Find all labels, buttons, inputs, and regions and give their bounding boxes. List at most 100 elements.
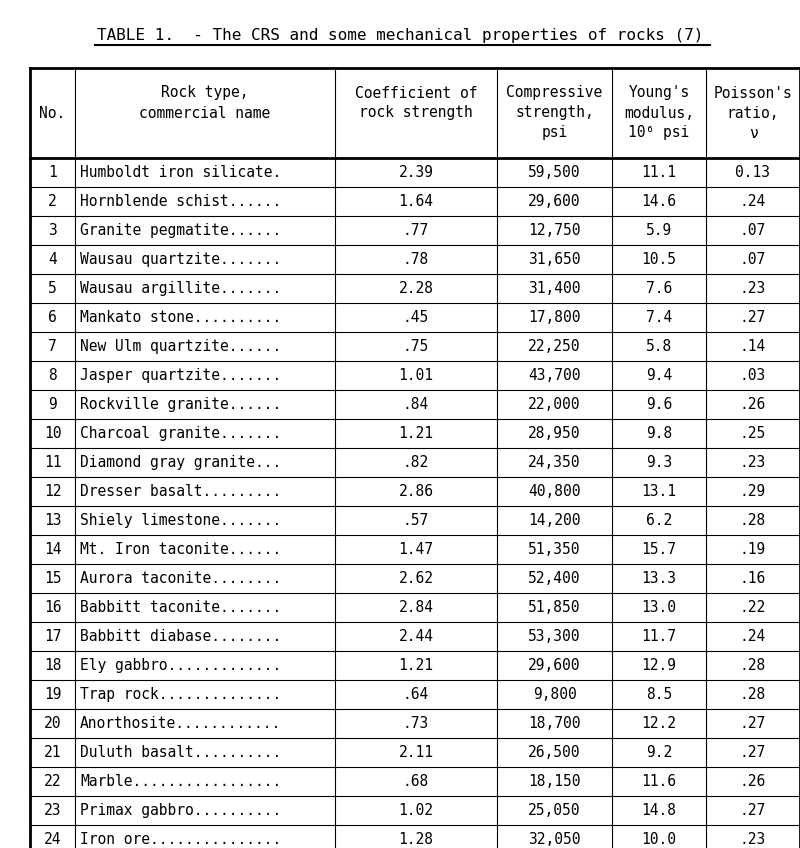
Text: 40,800: 40,800 [528, 484, 581, 499]
Text: .27: .27 [740, 745, 766, 760]
Text: 14.6: 14.6 [642, 194, 677, 209]
Text: 5.9: 5.9 [646, 223, 672, 238]
Text: 22: 22 [44, 774, 62, 789]
Text: 2.39: 2.39 [398, 165, 434, 180]
Text: .28: .28 [740, 687, 766, 702]
Text: .78: .78 [403, 252, 429, 267]
Text: 2: 2 [48, 194, 57, 209]
Text: 1: 1 [48, 165, 57, 180]
Text: .73: .73 [403, 716, 429, 731]
Text: 2.11: 2.11 [398, 745, 434, 760]
Text: 9.8: 9.8 [646, 426, 672, 441]
Text: 9,800: 9,800 [533, 687, 576, 702]
Text: Mankato stone..........: Mankato stone.......... [80, 310, 282, 325]
Text: 26,500: 26,500 [528, 745, 581, 760]
Text: Poisson's: Poisson's [714, 86, 792, 101]
Text: Coefficient of: Coefficient of [354, 86, 478, 101]
Text: 8.5: 8.5 [646, 687, 672, 702]
Text: 31,650: 31,650 [528, 252, 581, 267]
Text: 22,000: 22,000 [528, 397, 581, 412]
Text: rock strength: rock strength [359, 105, 473, 120]
Text: 14,200: 14,200 [528, 513, 581, 528]
Text: strength,: strength, [515, 105, 594, 120]
Text: 9.2: 9.2 [646, 745, 672, 760]
Text: 4: 4 [48, 252, 57, 267]
Text: 1.21: 1.21 [398, 658, 434, 673]
Text: 22,250: 22,250 [528, 339, 581, 354]
Text: .82: .82 [403, 455, 429, 470]
Text: 59,500: 59,500 [528, 165, 581, 180]
Text: 3: 3 [48, 223, 57, 238]
Text: 6: 6 [48, 310, 57, 325]
Text: 53,300: 53,300 [528, 629, 581, 644]
Text: .28: .28 [740, 513, 766, 528]
Text: Babbitt taconite.......: Babbitt taconite....... [80, 600, 282, 615]
Text: 12.2: 12.2 [642, 716, 677, 731]
Text: .27: .27 [740, 716, 766, 731]
Text: .68: .68 [403, 774, 429, 789]
Text: 51,850: 51,850 [528, 600, 581, 615]
Text: 2.86: 2.86 [398, 484, 434, 499]
Text: 5: 5 [48, 281, 57, 296]
Text: 7.4: 7.4 [646, 310, 672, 325]
Text: .84: .84 [403, 397, 429, 412]
Text: 2.28: 2.28 [398, 281, 434, 296]
Text: 31,400: 31,400 [528, 281, 581, 296]
Text: 18,700: 18,700 [528, 716, 581, 731]
Text: 12.9: 12.9 [642, 658, 677, 673]
Text: 2.44: 2.44 [398, 629, 434, 644]
Text: 2.62: 2.62 [398, 571, 434, 586]
Text: 9.3: 9.3 [646, 455, 672, 470]
Text: 11.6: 11.6 [642, 774, 677, 789]
Text: 6.2: 6.2 [646, 513, 672, 528]
Text: 0.13: 0.13 [735, 165, 770, 180]
Text: 1.02: 1.02 [398, 803, 434, 818]
Text: New Ulm quartzite......: New Ulm quartzite...... [80, 339, 282, 354]
Text: 11: 11 [44, 455, 62, 470]
Text: 14.8: 14.8 [642, 803, 677, 818]
Text: .07: .07 [740, 252, 766, 267]
Text: 17,800: 17,800 [528, 310, 581, 325]
Text: 20: 20 [44, 716, 62, 731]
Text: 23: 23 [44, 803, 62, 818]
Text: .23: .23 [740, 455, 766, 470]
Text: 13.0: 13.0 [642, 600, 677, 615]
Text: 14: 14 [44, 542, 62, 557]
Text: commercial name: commercial name [139, 105, 270, 120]
Text: 24,350: 24,350 [528, 455, 581, 470]
Text: .24: .24 [740, 629, 766, 644]
Text: 29,600: 29,600 [528, 658, 581, 673]
Text: 21: 21 [44, 745, 62, 760]
Text: .45: .45 [403, 310, 429, 325]
Text: Dresser basalt.........: Dresser basalt......... [80, 484, 282, 499]
Text: 1.47: 1.47 [398, 542, 434, 557]
Text: 5.8: 5.8 [646, 339, 672, 354]
Text: .24: .24 [740, 194, 766, 209]
Text: .25: .25 [740, 426, 766, 441]
Text: .64: .64 [403, 687, 429, 702]
Text: 15.7: 15.7 [642, 542, 677, 557]
Text: 25,050: 25,050 [528, 803, 581, 818]
Text: 11.1: 11.1 [642, 165, 677, 180]
Text: TABLE 1.  - The CRS and some mechanical properties of rocks (7): TABLE 1. - The CRS and some mechanical p… [97, 28, 703, 43]
Text: 1.21: 1.21 [398, 426, 434, 441]
Text: 1.64: 1.64 [398, 194, 434, 209]
Text: Granite pegmatite......: Granite pegmatite...... [80, 223, 282, 238]
Text: modulus,: modulus, [624, 105, 694, 120]
Text: 51,350: 51,350 [528, 542, 581, 557]
Text: 32,050: 32,050 [528, 832, 581, 847]
Text: .27: .27 [740, 803, 766, 818]
Text: ν: ν [749, 126, 758, 141]
Text: Charcoal granite.......: Charcoal granite....... [80, 426, 282, 441]
Text: Babbitt diabase........: Babbitt diabase........ [80, 629, 282, 644]
Text: .23: .23 [740, 281, 766, 296]
Text: Iron ore...............: Iron ore............... [80, 832, 282, 847]
Text: .27: .27 [740, 310, 766, 325]
Text: 13: 13 [44, 513, 62, 528]
Text: Young's: Young's [628, 86, 690, 101]
Text: 24: 24 [44, 832, 62, 847]
Text: Ely gabbro.............: Ely gabbro............. [80, 658, 282, 673]
Text: 9: 9 [48, 397, 57, 412]
Text: .26: .26 [740, 774, 766, 789]
Text: Shiely limestone.......: Shiely limestone....... [80, 513, 282, 528]
